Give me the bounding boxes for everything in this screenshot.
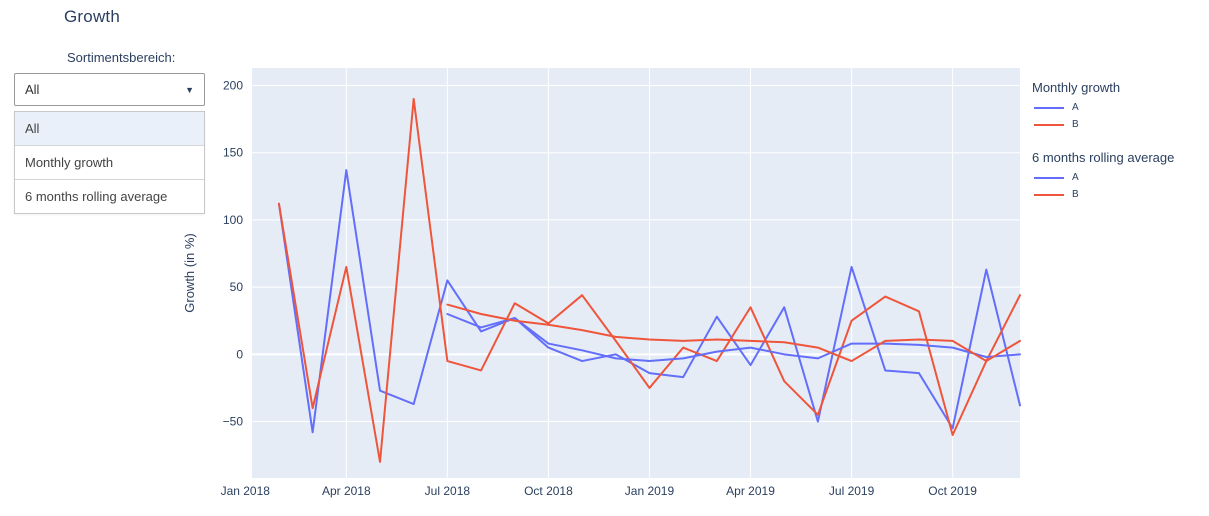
line-swatch-icon bbox=[1034, 176, 1064, 179]
dropdown-option-monthly-growth[interactable]: Monthly growth bbox=[15, 146, 204, 180]
dropdown-option-rolling-average[interactable]: 6 months rolling average bbox=[15, 180, 204, 213]
x-tick-label: Jul 2018 bbox=[425, 484, 471, 498]
legend-item-monthly-a[interactable]: A bbox=[1034, 102, 1207, 113]
legend-item-label: B bbox=[1072, 189, 1079, 200]
x-tick-label: Jul 2019 bbox=[829, 484, 875, 498]
plot-area bbox=[252, 68, 1020, 478]
x-tick-label: Jan 2019 bbox=[625, 484, 675, 498]
series-line-6-months-rolling-average-a bbox=[446, 313, 1021, 363]
legend-group-title: Monthly growth bbox=[1032, 80, 1121, 95]
legend-item-rolling-a[interactable]: A bbox=[1034, 172, 1207, 183]
legend-item-label: A bbox=[1072, 172, 1079, 183]
y-tick-label: 50 bbox=[230, 280, 244, 294]
legend-item-rolling-b[interactable]: B bbox=[1034, 189, 1207, 200]
legend-group-title: 6 months rolling average bbox=[1032, 150, 1175, 165]
chart-legend: Monthly growth A B 6 months rolling aver… bbox=[1032, 80, 1207, 220]
x-tick-label: Jan 2018 bbox=[221, 484, 271, 498]
line-swatch-icon bbox=[1034, 106, 1064, 109]
x-tick-label: Oct 2018 bbox=[524, 484, 573, 498]
dropdown-selected-value: All bbox=[25, 82, 40, 97]
dropdown-menu: All Monthly growth 6 months rolling aver… bbox=[14, 111, 205, 214]
series-line-monthly-growth-b bbox=[277, 97, 1021, 463]
x-tick-label: Oct 2019 bbox=[928, 484, 977, 498]
page-title: Growth bbox=[64, 7, 120, 26]
x-tick-label: Apr 2018 bbox=[322, 484, 371, 498]
y-axis-title: Growth (in %) bbox=[182, 233, 197, 312]
legend-item-label: B bbox=[1072, 119, 1079, 130]
legend-group-rolling: 6 months rolling average A B bbox=[1032, 150, 1207, 200]
sortiment-dropdown[interactable]: All ▼ bbox=[14, 73, 205, 106]
series-line-monthly-growth-a bbox=[277, 169, 1021, 434]
dropdown-option-all[interactable]: All bbox=[15, 112, 204, 146]
line-swatch-icon bbox=[1034, 123, 1064, 126]
sortiment-label: Sortimentsbereich: bbox=[67, 50, 176, 65]
line-swatch-icon bbox=[1034, 193, 1064, 196]
y-tick-label: 150 bbox=[223, 146, 243, 160]
y-tick-label: 200 bbox=[223, 78, 243, 92]
legend-item-label: A bbox=[1072, 102, 1079, 113]
chevron-down-icon[interactable]: ▼ bbox=[185, 84, 194, 95]
legend-group-monthly: Monthly growth A B bbox=[1032, 80, 1207, 130]
x-tick-label: Apr 2019 bbox=[726, 484, 775, 498]
legend-item-monthly-b[interactable]: B bbox=[1034, 119, 1207, 130]
y-tick-label: 100 bbox=[223, 213, 243, 227]
y-tick-label: −50 bbox=[223, 415, 244, 429]
y-tick-label: 0 bbox=[236, 347, 243, 361]
series-line-6-months-rolling-average-b bbox=[446, 303, 1021, 363]
